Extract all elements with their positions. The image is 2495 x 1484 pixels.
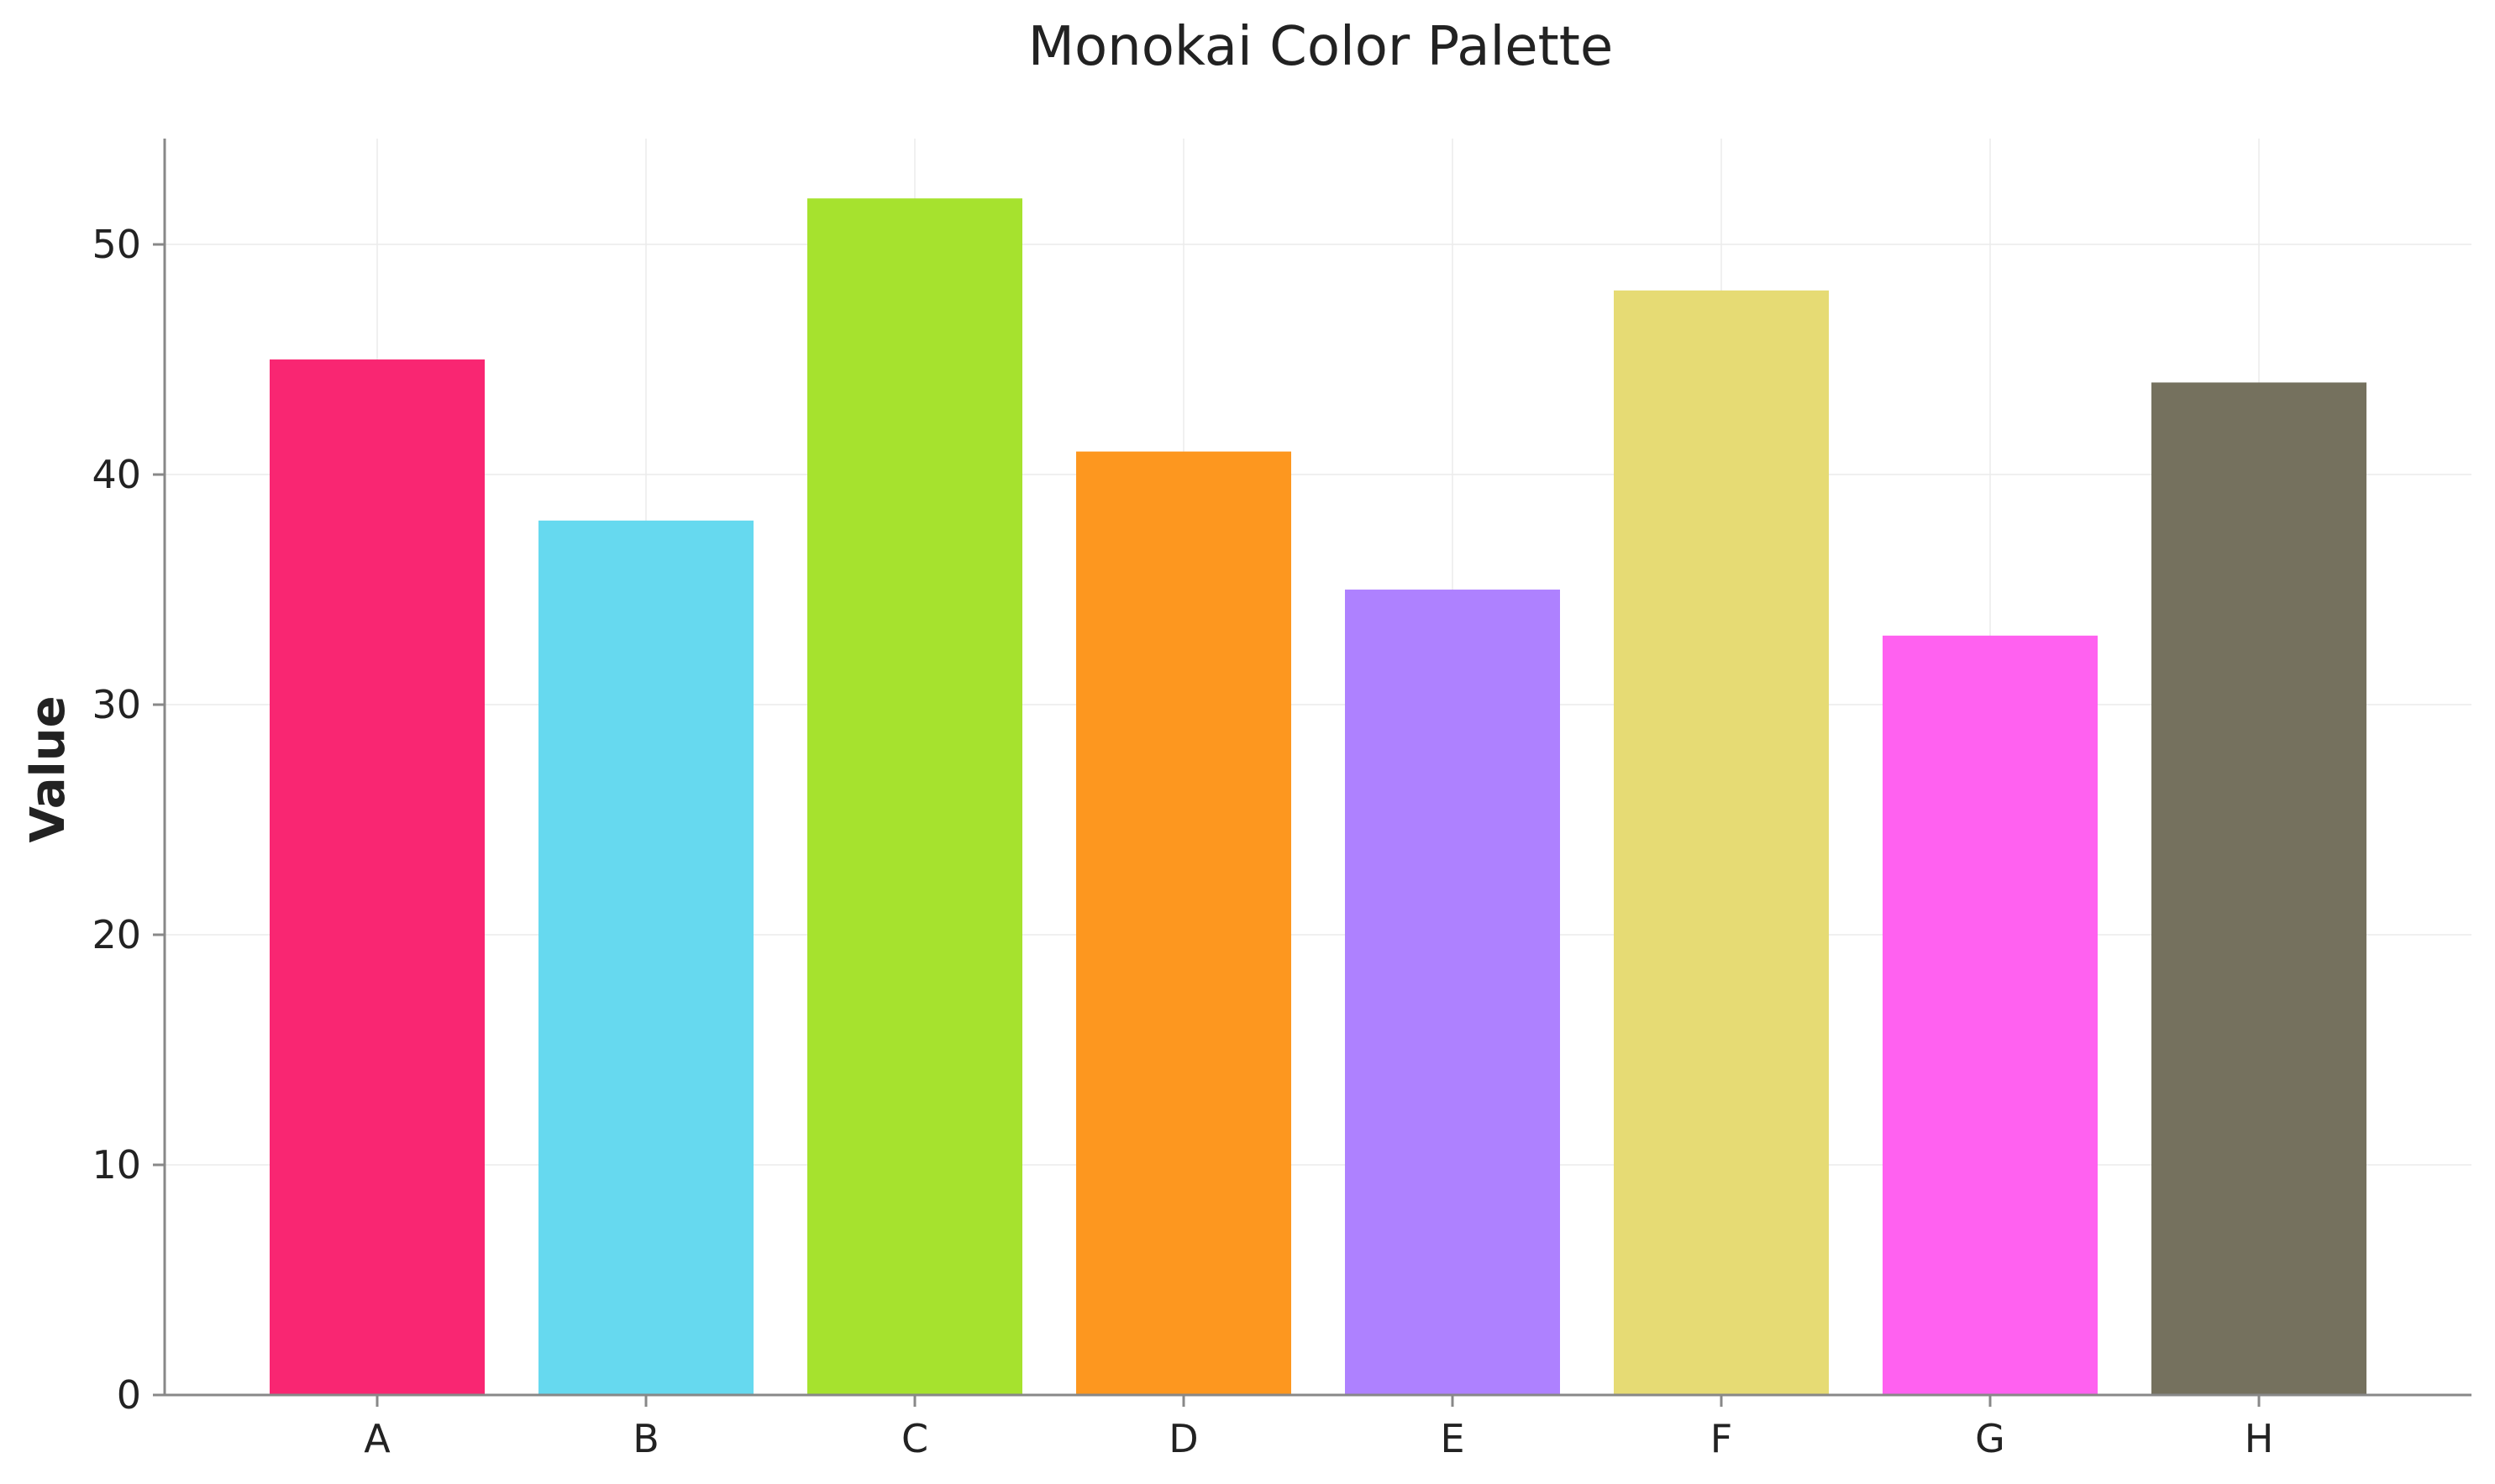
bar-d <box>1076 451 1291 1395</box>
y-tick-label: 30 <box>92 682 141 727</box>
y-tick-label: 20 <box>92 912 141 957</box>
x-tick-label: F <box>1710 1416 1732 1461</box>
x-tick-label: H <box>2245 1416 2274 1461</box>
y-tick-label: 40 <box>92 452 141 497</box>
y-ticks: 0 10 20 30 40 50 <box>92 222 165 1418</box>
bar-h <box>2151 382 2366 1395</box>
bar-f <box>1614 290 1829 1395</box>
y-axis-label: Value <box>21 695 76 842</box>
bar-b <box>538 520 754 1395</box>
y-tick-label: 50 <box>92 222 141 267</box>
grid-lines <box>165 139 2471 1396</box>
bar-c <box>807 198 1022 1396</box>
chart-title: Monokai Color Palette <box>1028 16 1613 78</box>
x-tick-label: B <box>633 1416 659 1461</box>
bar-g <box>1883 635 2098 1395</box>
bar-a <box>270 359 485 1395</box>
bar-e <box>1345 590 1560 1395</box>
axes <box>163 139 2471 1397</box>
y-tick-label: 10 <box>92 1142 141 1188</box>
x-tick-label: E <box>1440 1416 1464 1461</box>
x-tick-label: D <box>1169 1416 1198 1461</box>
y-tick-label: 0 <box>117 1372 141 1418</box>
x-tick-label: C <box>901 1416 928 1461</box>
x-tick-label: A <box>364 1416 391 1461</box>
x-tick-label: G <box>1975 1416 2005 1461</box>
bars <box>270 198 2366 1396</box>
x-ticks: A B C D E F G H <box>364 1395 2273 1461</box>
